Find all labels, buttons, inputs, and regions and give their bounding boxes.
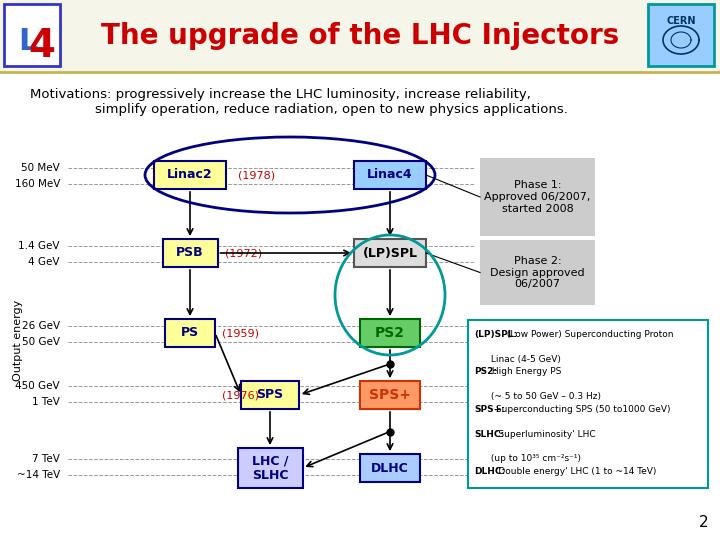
Bar [4, 4, 60, 66]
Bar [480, 240, 595, 305]
Text: (~ 5 to 50 GeV – 0.3 Hz): (~ 5 to 50 GeV – 0.3 Hz) [488, 392, 601, 401]
Text: Output energy: Output energy [13, 299, 23, 381]
Text: 50 GeV: 50 GeV [22, 337, 60, 347]
Text: 160 MeV: 160 MeV [14, 179, 60, 189]
Text: Linac (4-5 GeV): Linac (4-5 GeV) [488, 355, 561, 364]
Text: 1.4 GeV: 1.4 GeV [19, 241, 60, 251]
Text: PS2:: PS2: [474, 367, 497, 376]
Text: PS: PS [181, 327, 199, 340]
Bar [154, 161, 226, 189]
Bar [238, 448, 302, 488]
Text: (Low Power) Superconducting Proton: (Low Power) Superconducting Proton [505, 330, 674, 339]
Text: SPS: SPS [256, 388, 284, 402]
Bar [360, 454, 420, 482]
Bar [648, 4, 714, 66]
Text: 'Superluminosity' LHC: 'Superluminosity' LHC [493, 429, 595, 438]
Text: 2: 2 [698, 515, 708, 530]
Text: High Energy PS: High Energy PS [489, 367, 562, 376]
Text: SPS+:: SPS+: [474, 404, 505, 414]
Text: The upgrade of the LHC Injectors: The upgrade of the LHC Injectors [101, 22, 619, 50]
Text: (1959): (1959) [222, 328, 259, 338]
Bar [0, 0, 720, 72]
Text: Phase 1:
Approved 06/2007,
started 2008: Phase 1: Approved 06/2007, started 2008 [485, 180, 590, 214]
Text: 450 GeV: 450 GeV [15, 381, 60, 391]
Text: DLHC:: DLHC: [474, 467, 505, 476]
Text: (LP)SPL: (LP)SPL [362, 246, 418, 260]
Text: 1 TeV: 1 TeV [32, 397, 60, 407]
Bar [354, 239, 426, 267]
Text: SLHC:: SLHC: [474, 429, 504, 438]
Bar [165, 319, 215, 347]
Bar [360, 319, 420, 347]
Text: DLHC: DLHC [371, 462, 409, 475]
Bar [480, 158, 595, 236]
Text: 'Double energy' LHC (1 to ~14 TeV): 'Double energy' LHC (1 to ~14 TeV) [493, 467, 657, 476]
Text: (1972): (1972) [225, 248, 262, 258]
Text: Superconducting SPS (50 to1000 GeV): Superconducting SPS (50 to1000 GeV) [493, 404, 670, 414]
Text: Motivations: progressively increase the LHC luminosity, increase reliability,: Motivations: progressively increase the … [30, 88, 531, 101]
Text: Phase 2:
Design approved
06/2007: Phase 2: Design approved 06/2007 [490, 256, 585, 289]
Text: 4 GeV: 4 GeV [29, 257, 60, 267]
Text: SPS+: SPS+ [369, 388, 411, 402]
Text: CERN: CERN [666, 16, 696, 26]
Text: LHC /
SLHC: LHC / SLHC [252, 454, 288, 482]
Text: 50 MeV: 50 MeV [22, 163, 60, 173]
Text: (1976): (1976) [222, 390, 259, 400]
Text: 7 TeV: 7 TeV [32, 454, 60, 464]
Bar [468, 320, 708, 488]
Text: (up to 10³⁵ cm⁻²s⁻¹): (up to 10³⁵ cm⁻²s⁻¹) [488, 455, 581, 463]
Bar [163, 239, 217, 267]
Bar [360, 381, 420, 409]
Text: simplify operation, reduce radiation, open to new physics applications.: simplify operation, reduce radiation, op… [95, 103, 568, 116]
Bar [241, 381, 299, 409]
Text: (LP)SPL:: (LP)SPL: [474, 330, 517, 339]
Text: PSB: PSB [176, 246, 204, 260]
Text: (1978): (1978) [238, 170, 275, 180]
Text: PS2: PS2 [375, 326, 405, 340]
Text: Linac4: Linac4 [367, 168, 413, 181]
Text: ~14 TeV: ~14 TeV [17, 470, 60, 480]
Text: 26 GeV: 26 GeV [22, 321, 60, 331]
Text: 4: 4 [29, 27, 55, 65]
Text: Linac2: Linac2 [167, 168, 213, 181]
Bar [354, 161, 426, 189]
Text: L: L [18, 28, 37, 57]
